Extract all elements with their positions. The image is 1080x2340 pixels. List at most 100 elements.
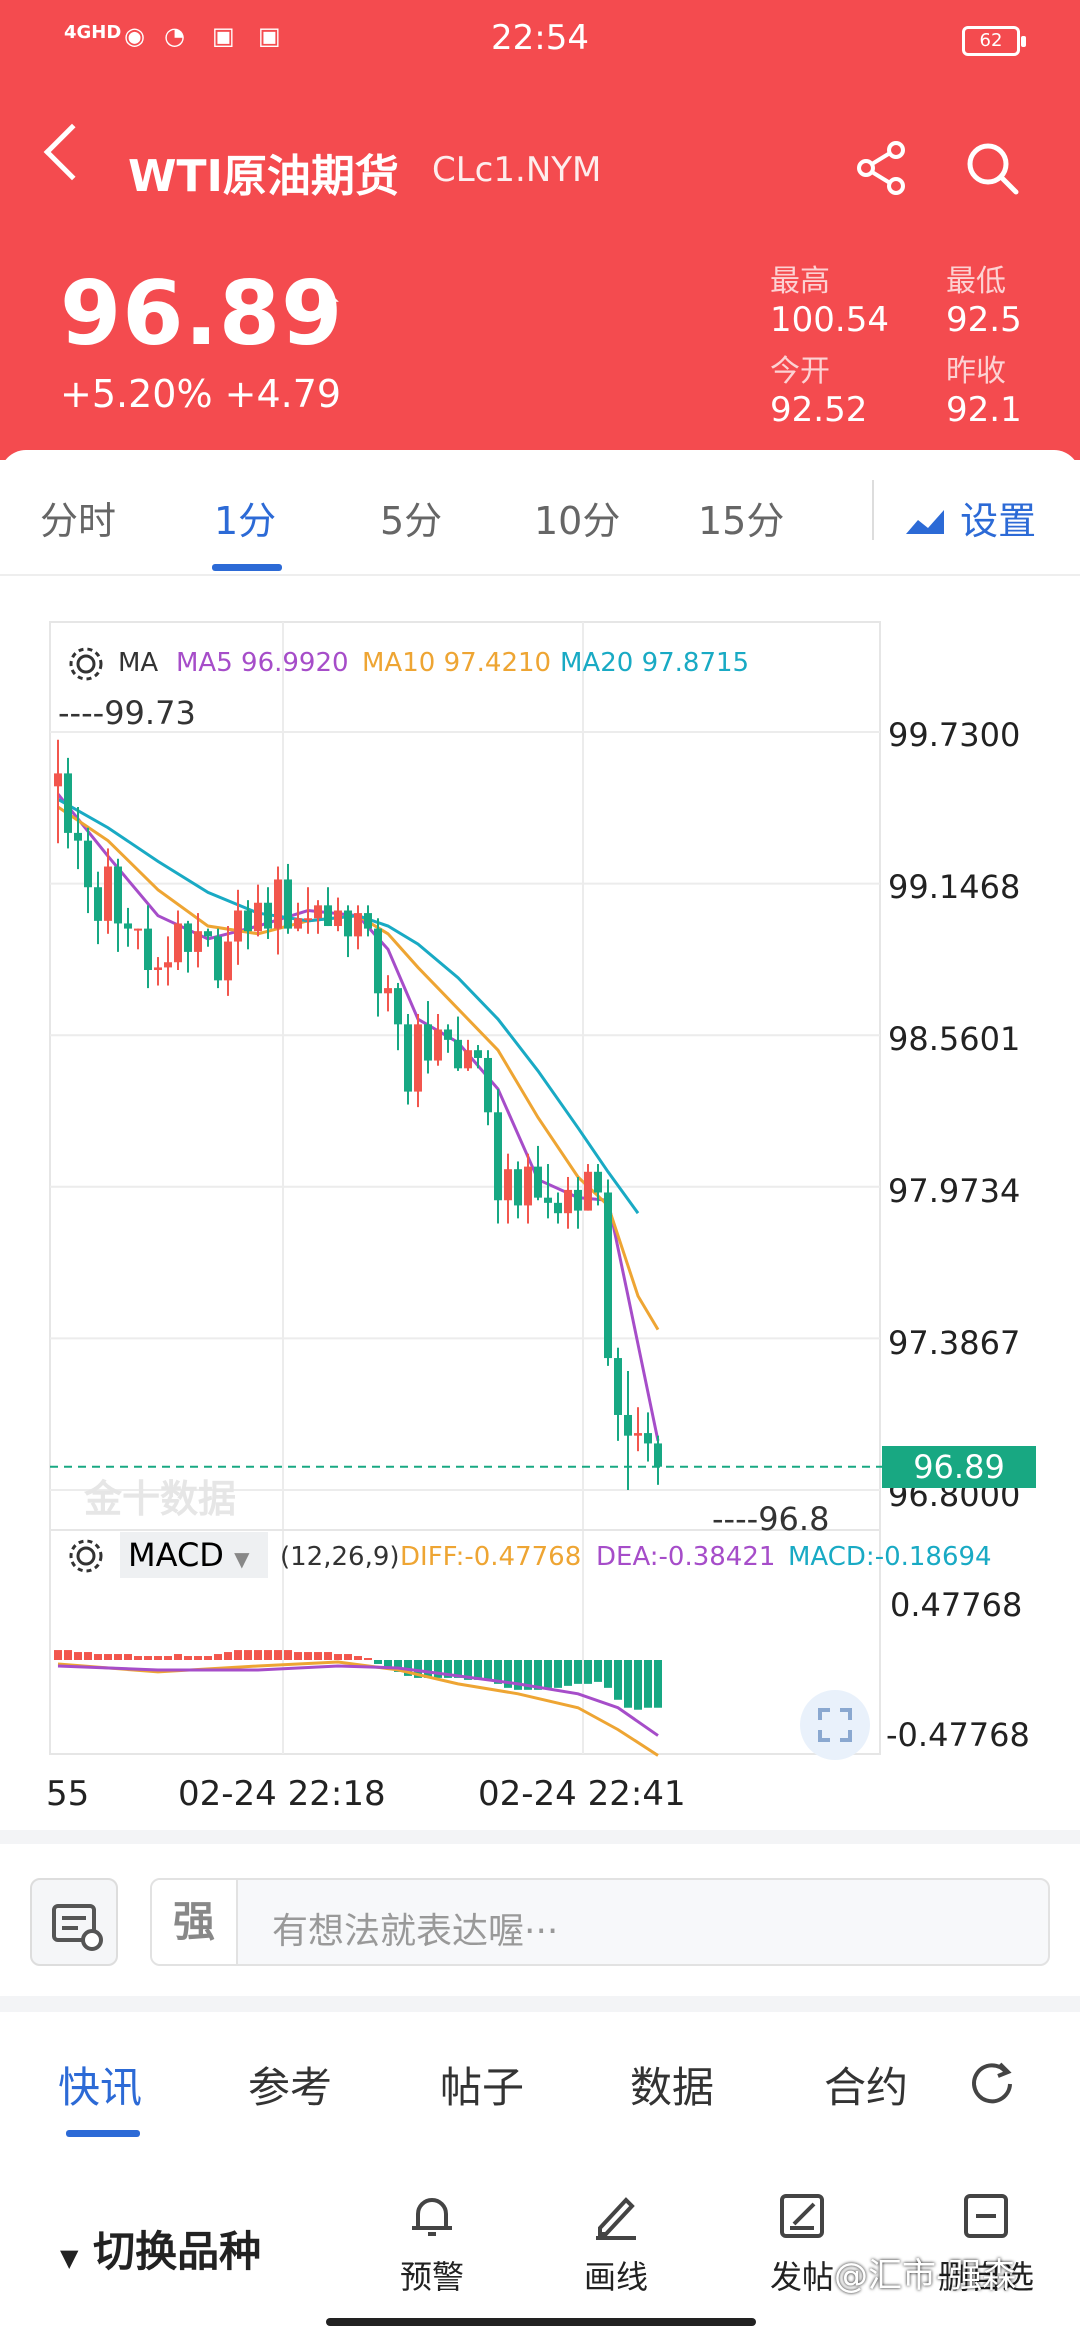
fullscreen-button[interactable]	[800, 1690, 870, 1760]
minus-box-icon	[964, 2194, 1008, 2238]
candle-body	[494, 1112, 502, 1201]
macd-bar	[614, 1660, 622, 1700]
indicator-select-value: MACD	[128, 1536, 224, 1574]
edit-icon	[780, 2194, 824, 2238]
alert-label: 预警	[399, 2258, 464, 2296]
switch-instrument-button[interactable]: ▼ 切换品种	[60, 2218, 261, 2279]
candle-body	[214, 936, 222, 981]
compose-bar: 强 有想法就表达喔···	[0, 1844, 1080, 1996]
candle-body	[74, 832, 82, 841]
tab-flash[interactable]: 快讯	[58, 2063, 143, 2112]
comment-input[interactable]: 强 有想法就表达喔···	[150, 1878, 1050, 1966]
tab-posts[interactable]: 帖子	[440, 2063, 525, 2112]
macd-bar	[134, 1656, 142, 1660]
macd-bar	[74, 1652, 82, 1660]
macd-bar	[524, 1660, 532, 1690]
candle-body	[614, 1358, 622, 1415]
low-marker: ----96.8	[712, 1500, 830, 1538]
mail-icon-2: ▣	[258, 22, 281, 50]
post-button[interactable]: 发帖	[742, 2188, 862, 2298]
gauge-icon: ◔	[164, 22, 185, 50]
candle-body	[424, 1024, 432, 1061]
candles	[54, 739, 662, 1490]
macd-bar	[114, 1654, 122, 1660]
status-bar: 4GHD ◉ ◔ ▣ ▣ 22:54 62	[0, 0, 1080, 80]
remove-watchlist-button[interactable]: 删自选	[926, 2188, 1046, 2298]
tab-reference[interactable]: 参考	[248, 2063, 333, 2112]
candle-body	[304, 918, 312, 921]
tab-time-share[interactable]: 分时	[40, 499, 117, 543]
stat-low: 最低 92.5	[946, 256, 1022, 340]
stat-high: 最高 100.54	[770, 256, 889, 340]
candle-body	[564, 1189, 572, 1214]
candle-body	[124, 923, 132, 929]
macd-bar	[494, 1660, 502, 1684]
macd-y-top: 0.47768	[890, 1586, 1023, 1624]
caret-down-icon: ▼	[60, 2244, 79, 2272]
candle-body	[484, 1057, 492, 1113]
chart-watermark: 金十数据	[84, 1477, 237, 1521]
macd-bar	[104, 1654, 112, 1660]
stat-low-label: 最低	[946, 264, 1006, 299]
low-marker-value: 96.8	[758, 1500, 830, 1538]
chart-settings-button[interactable]: 设置	[904, 490, 1036, 545]
candle-body	[584, 1171, 592, 1211]
candle-body	[194, 931, 202, 952]
candle-body	[154, 967, 162, 971]
macd-bar	[554, 1660, 562, 1688]
tab-1min[interactable]: 1分	[214, 499, 277, 543]
macd-bar	[144, 1656, 152, 1660]
candle-body	[224, 941, 232, 981]
high-marker: ----99.73	[58, 694, 196, 732]
refresh-icon[interactable]	[966, 2058, 1018, 2110]
candle-body	[84, 840, 92, 888]
y-tick-label: 99.1468	[888, 868, 1021, 906]
candle-body	[94, 887, 102, 921]
chevron-down-icon: ▼	[234, 1547, 250, 1571]
macd-bar	[354, 1656, 362, 1660]
ma-line-ma5	[56, 793, 660, 1442]
clock: 22:54	[491, 18, 589, 58]
share-icon[interactable]	[852, 138, 912, 198]
tab-5min[interactable]: 5分	[380, 499, 443, 543]
macd-bar	[424, 1660, 432, 1678]
macd-bar	[234, 1650, 242, 1660]
draw-button[interactable]: 画线	[556, 2188, 676, 2298]
alert-button[interactable]: 预警	[372, 2188, 492, 2298]
candle-body	[624, 1414, 632, 1436]
pencil-icon	[596, 2197, 636, 2240]
stat-prev-close: 昨收 92.1	[946, 346, 1022, 430]
tab-data[interactable]: 数据	[630, 2063, 715, 2112]
stat-open-label: 今开	[770, 354, 830, 389]
current-price-tag: 96.89	[882, 1446, 1036, 1488]
stat-high-label: 最高	[770, 264, 830, 299]
macd-bar	[84, 1652, 92, 1660]
x-tick-label: 55	[46, 1774, 90, 1814]
macd-bar	[574, 1660, 582, 1684]
tab-15min[interactable]: 15分	[698, 499, 785, 543]
indicator-select[interactable]: MACD ▼	[120, 1532, 268, 1578]
macd-bar	[624, 1660, 632, 1708]
ma-settings-gear-icon[interactable]	[66, 644, 106, 684]
candle-body	[374, 928, 382, 994]
macd-bar	[544, 1660, 552, 1688]
macd-bar	[154, 1656, 162, 1660]
macd-bar	[474, 1660, 482, 1680]
candle-body	[284, 879, 292, 929]
tab-contract[interactable]: 合约	[824, 2063, 909, 2112]
note-button[interactable]	[30, 1878, 118, 1966]
macd-bar	[194, 1656, 202, 1660]
diff-legend: DIFF:-0.47768	[400, 1542, 582, 1572]
ma5-legend: MA5 96.9920	[176, 648, 349, 678]
chart-grid	[49, 621, 882, 1755]
candle-body	[454, 1039, 462, 1069]
note-settings-icon	[52, 1904, 103, 1951]
search-icon[interactable]	[962, 138, 1022, 198]
macd-bar	[204, 1656, 212, 1660]
dea-line	[57, 1664, 659, 1737]
tab-10min[interactable]: 10分	[534, 499, 621, 543]
candle-body	[174, 923, 182, 963]
macd-settings-gear-icon[interactable]	[66, 1536, 106, 1576]
candle-body	[514, 1169, 522, 1206]
